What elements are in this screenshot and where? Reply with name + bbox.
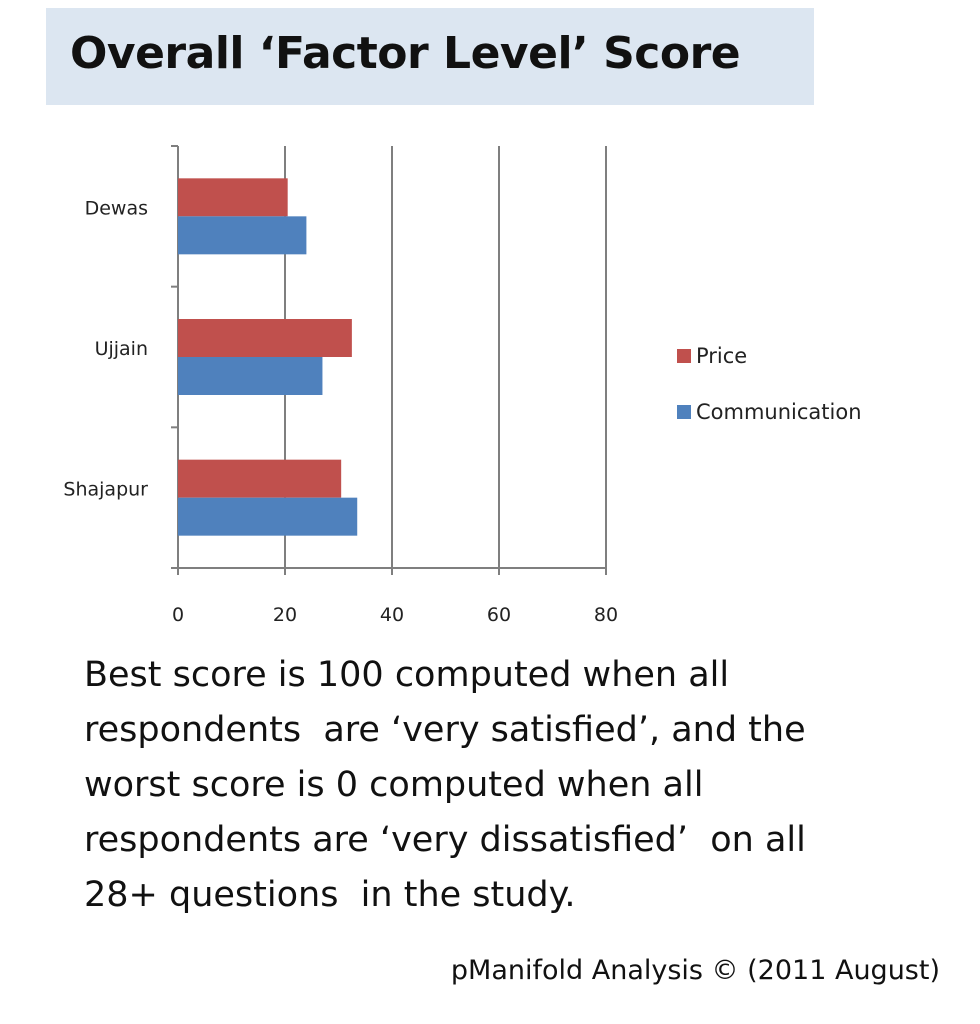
legend-label: Price bbox=[696, 344, 747, 368]
bar-price-ujjain bbox=[178, 319, 352, 357]
category-label: Ujjain bbox=[95, 338, 148, 360]
bar-communication-dewas bbox=[178, 216, 307, 255]
legend-label: Communication bbox=[696, 400, 862, 424]
chart-title: Overall ‘Factor Level’ Score bbox=[70, 28, 741, 79]
legend-swatch bbox=[677, 405, 691, 419]
x-tick-label: 40 bbox=[380, 604, 404, 626]
note-line: 28+ questions in the study. bbox=[84, 875, 576, 915]
score-note: Best score is 100 computed when all resp… bbox=[84, 648, 964, 923]
credit-text: pManifold Analysis © (2011 August) bbox=[450, 955, 940, 986]
x-tick-label: 80 bbox=[594, 604, 618, 626]
x-tick-label: 0 bbox=[172, 604, 184, 626]
bar-communication-ujjain bbox=[178, 357, 323, 395]
bar-price-dewas bbox=[178, 178, 288, 217]
x-tick-label: 20 bbox=[273, 604, 297, 626]
category-label: Shajapur bbox=[63, 479, 148, 501]
title-banner bbox=[46, 8, 814, 105]
bar-chart: 0 20 40 60 80 Dewas Ujjain Shajapur Price Communi… bbox=[63, 145, 862, 626]
category-label: Dewas bbox=[85, 197, 148, 219]
note-line: worst score is 0 computed when all bbox=[84, 765, 704, 805]
bar-price-shajapur bbox=[178, 459, 342, 498]
x-tick-label: 60 bbox=[487, 604, 511, 626]
note-line: Best score is 100 computed when all bbox=[84, 655, 730, 695]
legend-swatch bbox=[677, 349, 691, 363]
note-line: respondents are ‘very dissatisfied’ on a… bbox=[84, 820, 806, 860]
note-line: respondents are ‘very satisfied’, and th… bbox=[84, 710, 806, 750]
bar-communication-shajapur bbox=[178, 497, 358, 536]
